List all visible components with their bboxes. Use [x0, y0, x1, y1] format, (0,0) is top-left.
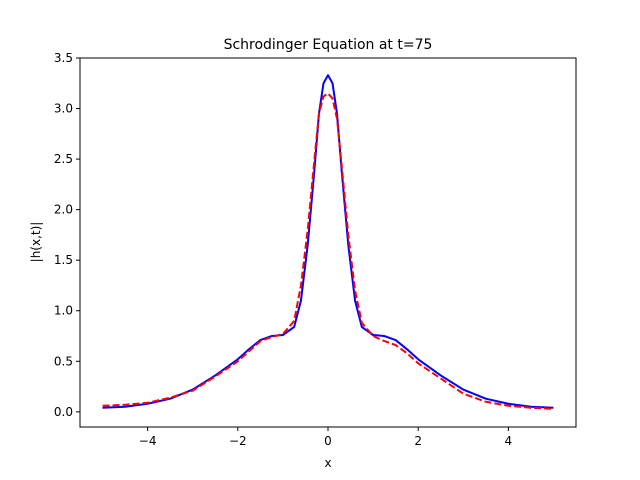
x-tick-label: 4 — [505, 434, 513, 448]
y-tick-label: 0.0 — [54, 405, 73, 419]
plot-frame — [79, 57, 577, 428]
x-tick-label: −2 — [229, 434, 247, 448]
y-tick-label: 1.0 — [54, 304, 73, 318]
y-tick-label: 1.5 — [54, 253, 73, 267]
series-line-1 — [102, 74, 554, 409]
plot-area — [102, 74, 554, 410]
x-axis-label: x — [324, 456, 331, 470]
x-tick-label: 2 — [414, 434, 422, 448]
y-axis: 0.0 0.5 1.0 1.5 2.0 2.5 3.0 3.5 — [54, 51, 80, 419]
y-tick-label: 3.5 — [54, 51, 73, 65]
chart-title: Schrodinger Equation at t=75 — [224, 37, 433, 53]
x-tick-label: −4 — [139, 434, 157, 448]
y-tick-label: 2.5 — [54, 152, 73, 166]
y-tick-label: 2.0 — [54, 203, 73, 217]
series-line-2 — [102, 92, 554, 410]
x-axis: −4 −2 0 2 4 — [139, 427, 512, 448]
y-tick-label: 0.5 — [54, 354, 73, 368]
y-tick-label: 3.0 — [54, 102, 73, 116]
y-axis-label: |h(x,t)| — [29, 222, 43, 263]
x-tick-label: 0 — [324, 434, 332, 448]
